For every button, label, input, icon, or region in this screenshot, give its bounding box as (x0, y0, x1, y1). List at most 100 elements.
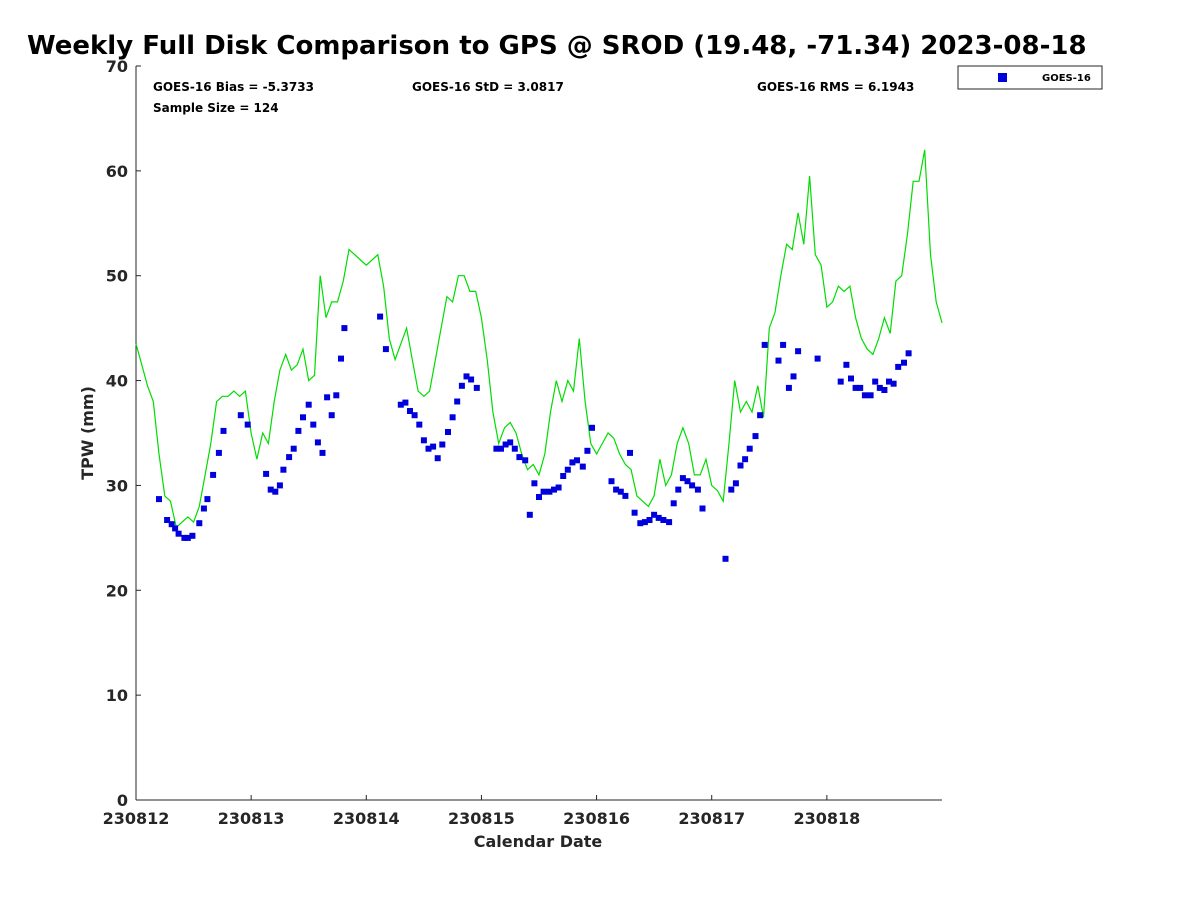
goes-16-point (732, 480, 739, 487)
goes-16-point (785, 384, 792, 391)
goes-16-point (742, 456, 749, 463)
legend-label: GOES-16 (1042, 73, 1091, 84)
goes-16-point (382, 346, 389, 353)
goes-16-point (694, 486, 701, 493)
goes-16-point (305, 401, 312, 408)
x-ticks: 230812 230813 230814 230815 230816 230817 2308… (103, 795, 860, 828)
goes-16-point (746, 445, 753, 452)
y-tick-label: 60 (106, 162, 128, 181)
goes-16-point (867, 392, 874, 399)
goes-16-point (843, 361, 850, 368)
goes-16-point (852, 384, 859, 391)
goes-16-point (181, 534, 188, 541)
x-tick-label: 230812 (103, 809, 170, 828)
goes-16-point (267, 486, 274, 493)
goes-16-point (189, 532, 196, 539)
goes-16-point (876, 384, 883, 391)
y-tick-label: 40 (106, 372, 128, 391)
goes-16-point (848, 375, 854, 382)
legend-box (957, 65, 1103, 90)
legend: GOES-16 (957, 65, 1103, 90)
goes-16-point (795, 348, 802, 355)
goes-16-point (536, 494, 542, 500)
goes-16-point (300, 414, 306, 421)
y-tick-label: 0 (117, 791, 128, 810)
goes-16-point (699, 505, 706, 512)
goes-16-point (425, 445, 432, 452)
goes-16-point (684, 478, 691, 485)
goes-16-point (220, 427, 227, 434)
chart-title: Weekly Full Disk Comparison to GPS @ SRO… (27, 31, 1087, 61)
legend-marker (998, 73, 1007, 82)
goes-16-point (295, 427, 302, 434)
goes-16-point (341, 325, 348, 332)
gps-series-line (135, 149, 943, 529)
x-axis-label: Calendar Date (474, 832, 603, 851)
goes-16-point (164, 517, 171, 523)
y-tick-label: 10 (106, 686, 128, 705)
goes-16-point (761, 341, 768, 348)
goes-16-point (666, 519, 673, 526)
goes-16-point (175, 530, 182, 537)
y-axis-label: TPW (mm) (78, 386, 97, 480)
goes-16-point (215, 449, 222, 456)
stat-sample-size: Sample Size = 124 (153, 101, 279, 115)
y-tick-label: 50 (106, 267, 128, 286)
goes-16-point (402, 399, 409, 406)
x-tick-label: 230816 (563, 809, 630, 828)
goes-16-point (458, 382, 465, 389)
goes-16-point (333, 392, 340, 399)
goes-16-point (319, 449, 326, 456)
goes-16-point (522, 457, 529, 464)
goes-16-point (200, 505, 207, 512)
goes-16-point (416, 421, 423, 428)
goes-16-point (286, 454, 293, 461)
goes-16-point (310, 421, 317, 428)
goes-16-point (407, 408, 413, 414)
goes-16-point (546, 488, 553, 495)
goes-16-point (641, 519, 648, 526)
goes-16-point (857, 384, 864, 391)
goes-16-point (579, 463, 586, 470)
x-tick-label: 230815 (448, 809, 515, 828)
y-tick-label: 20 (106, 581, 128, 600)
stat-std: GOES-16 StD = 3.0817 (412, 80, 564, 94)
goes-16-point (627, 449, 633, 456)
goes-16-point (172, 525, 179, 532)
goes-16-point (574, 457, 580, 464)
goes-16-point (608, 478, 615, 485)
goes-16-point (651, 511, 658, 518)
y-tick-label: 30 (106, 476, 128, 495)
goes-16-point (516, 454, 523, 461)
goes-16-point (434, 455, 441, 462)
goes-16-point (280, 466, 287, 473)
goes-16-point (439, 441, 446, 448)
goes-16-point (210, 471, 217, 478)
goes-16-point (463, 373, 470, 380)
goes-16-point (872, 378, 879, 385)
goes-16-point (564, 466, 571, 473)
goes-16-point (861, 392, 868, 399)
goes-16-point (901, 359, 907, 366)
goes-16-point (411, 412, 418, 419)
x-tick-label: 230817 (678, 809, 745, 828)
goes-16-point (814, 355, 821, 362)
goes-16-point (468, 376, 475, 383)
goes-16-point (540, 488, 547, 495)
goes-16-point (631, 509, 638, 516)
goes-16-point (184, 534, 191, 541)
goes-16-point (780, 341, 787, 348)
goes-16-point (531, 480, 538, 487)
goes-16-point (493, 445, 500, 452)
goes-16-point (290, 445, 297, 452)
goes-16-point (722, 555, 729, 562)
y-ticks: 0 10 20 30 40 50 60 70 (106, 57, 141, 810)
goes-16-point (454, 398, 461, 405)
goes-16-point (679, 475, 686, 482)
goes-16-point (502, 441, 509, 448)
goes-16-point (589, 424, 595, 431)
x-tick-label: 230814 (333, 809, 400, 828)
goes-16-point (244, 421, 251, 428)
goes-16-point (498, 445, 504, 452)
